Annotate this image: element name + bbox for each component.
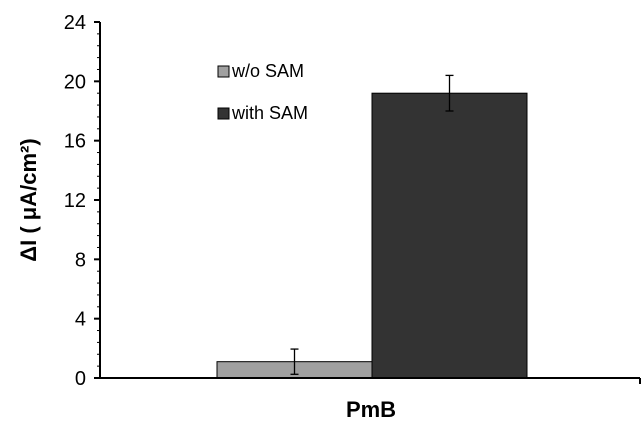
y-tick-label: 20 [64,71,86,93]
legend-label: with SAM [231,103,308,123]
y-tick-label: 0 [75,368,86,390]
x-axis-title: PmB [346,397,396,422]
y-tick-label: 8 [75,249,86,271]
bar-with-sam [371,92,528,379]
error-bars [290,74,454,375]
y-tick-label: 4 [75,309,86,331]
bars [216,92,528,379]
y-axis-title: ΔI ( μA/cm²) [16,138,41,261]
legend-swatch [217,65,230,78]
legend-swatch [217,107,230,120]
y-tick-label: 24 [64,12,86,34]
y-tick-label: 16 [64,131,86,153]
y-major-ticks [94,21,641,384]
y-tick-labels: 0 4 8 12 16 20 24 [64,12,86,390]
legend-label: w/o SAM [231,61,304,81]
legend: w/o SAM with SAM [217,61,308,123]
y-tick-label: 12 [64,190,86,212]
